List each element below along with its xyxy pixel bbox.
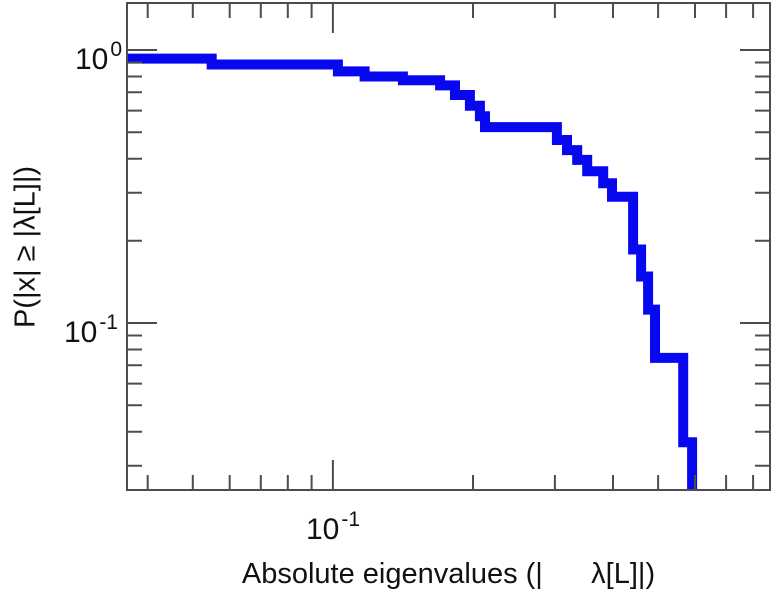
tick-exponent: -1 bbox=[99, 311, 118, 334]
x-axis-title: Absolute eigenvalues (| λ[L]|) bbox=[241, 558, 656, 590]
plot-frame bbox=[126, 2, 771, 491]
y-axis-tick-label-1e0: 100 bbox=[0, 33, 122, 77]
tick-mantissa: 10 bbox=[74, 43, 109, 76]
x-axis-tick-label-1e-1: 10-1 bbox=[273, 503, 393, 547]
eigenvalue-ccdf-step-curve bbox=[127, 53, 698, 490]
y-axis-title: P(|x| ≥ |λ[L]|) bbox=[9, 165, 42, 329]
tick-exponent: 0 bbox=[110, 38, 122, 61]
y-axis-tick-label-1e-1: 10-1 bbox=[0, 306, 118, 350]
tick-mantissa: 10 bbox=[63, 316, 98, 349]
tick-exponent: -1 bbox=[341, 508, 361, 531]
axis-ticks bbox=[127, 3, 770, 490]
tick-mantissa: 10 bbox=[305, 513, 340, 546]
